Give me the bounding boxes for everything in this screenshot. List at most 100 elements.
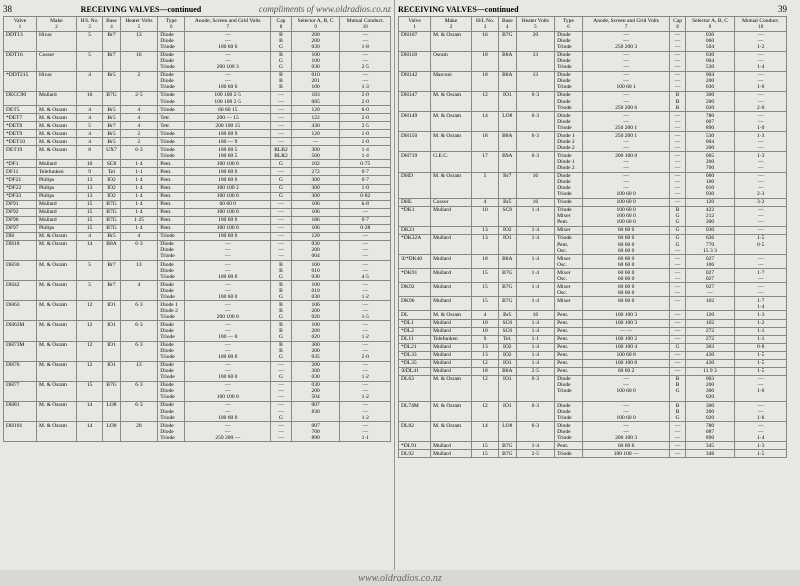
table-cell: DH42 — [4, 281, 37, 301]
table-cell: 120 — [685, 311, 735, 319]
table-cell: 4 — [120, 122, 158, 130]
table-cell: Diode Diode Triode — [158, 321, 185, 341]
right-page: RECEIVING VALVES—continued 39 Valve1 Mak… — [395, 0, 790, 570]
table-cell: 14 — [76, 401, 102, 421]
table-cell: 13 — [472, 234, 499, 254]
table-cell: 272 — [685, 327, 735, 335]
table-cell: 186 — [291, 216, 340, 224]
table-cell: — — 100 60 0 — [185, 281, 271, 301]
table-cell: — — 250 200 — — [185, 422, 271, 442]
table-cell: 1·4 — [516, 327, 555, 335]
table-cell: 6·3 — [516, 422, 555, 442]
table-cell: 102 — [291, 160, 340, 168]
table-cell: B B B — [670, 91, 685, 111]
table-cell: Triode — [158, 106, 185, 114]
table-cell: Pent. — [158, 184, 185, 192]
table-cell: DL — [399, 311, 431, 319]
table-cell: DH76 — [4, 361, 37, 381]
table-cell: 4 — [120, 232, 158, 240]
table-cell: Pent. — [158, 208, 185, 216]
table-cell: 1·4 — [516, 319, 555, 327]
table-cell: 4 — [472, 198, 499, 206]
col-heater: Heater Volts5 — [120, 17, 158, 32]
table-cell: Mullard — [431, 319, 472, 327]
table-cell: 100 60 9 — [185, 130, 271, 138]
table-cell: DET5 — [4, 106, 37, 114]
table-cell: 0·7 — [340, 216, 391, 224]
table-cell: LO8 — [103, 401, 120, 421]
table-cell: 5 — [76, 31, 102, 51]
table-cell: DL74M — [399, 402, 431, 422]
table-cell: B B G — [271, 341, 292, 361]
table-cell: Pent. — [555, 327, 583, 335]
table-cell: B7G — [499, 442, 517, 450]
table-cell: 100 60 0 — [185, 216, 271, 224]
table-cell: DH81 — [4, 401, 37, 421]
table-cell: B B G — [670, 402, 685, 422]
table-cell: Triode — [555, 198, 583, 206]
table-cell: 6·3 — [120, 240, 158, 260]
table-cell: — — G — [271, 401, 292, 421]
table-cell: 120 — [291, 130, 340, 138]
table-cell: — — [271, 114, 292, 122]
table-cell: 272 — [685, 335, 735, 343]
table-row: DK2113IO21·4Mixer60 60 0G030— — [399, 226, 787, 234]
table-cell: 106 — [291, 200, 340, 208]
table-cell: DL63 — [399, 375, 431, 401]
col-cap: Cap8 — [271, 17, 292, 32]
table-cell: Philips — [36, 192, 76, 200]
right-page-number: 39 — [767, 4, 787, 14]
table-cell: 60 60 0 — [185, 200, 271, 208]
table-cell: Diode 1 Diode 2 Diode 2 — [555, 132, 583, 152]
table-cell: — — — 100 60 0 — [582, 172, 670, 198]
table-cell: — — — — [670, 51, 685, 71]
table-cell: 3·2 — [735, 198, 787, 206]
table-cell: B8A — [499, 51, 517, 71]
table-cell: Mullard — [36, 91, 76, 105]
table-cell: IO1 — [103, 301, 120, 321]
table-cell: B B G — [670, 375, 685, 401]
table-cell: 200 200 030 — [291, 31, 340, 51]
table-cell: 1·0 — [340, 130, 391, 138]
table-cell: Pent. — [555, 359, 583, 367]
table-cell: — — 1·4 — [735, 51, 787, 71]
table-cell: 1·5 — [735, 359, 787, 367]
table-cell: DH147 — [399, 91, 431, 111]
table-cell: M. & Osram — [36, 138, 76, 146]
table-cell: 200 — 15 — [185, 114, 271, 122]
table-cell: 100 010 030 — [291, 281, 340, 301]
table-header: Valve1 Make2 H/L No.3 Base4 Heater Volts… — [4, 17, 391, 32]
table-cell: Mullard — [36, 216, 76, 224]
table-cell: SC8 — [103, 160, 120, 168]
table-cell: 1·5 — [735, 351, 787, 359]
table-cell: — — 200 100 0 — [185, 301, 271, 321]
table-cell: Diode Diode Triode — [158, 240, 185, 260]
table-cell: — — [291, 138, 340, 146]
table-cell: 1·4 — [516, 442, 555, 450]
table-cell: 12 — [472, 375, 499, 401]
table-row: DH63MM. & Osram12IO16·3Diode Diode Triod… — [4, 321, 391, 341]
table-cell: 15 — [76, 381, 102, 401]
table-cell: 16 — [516, 172, 555, 198]
table-cell: Mixer Osc. — [555, 255, 583, 269]
table-cell: DH719 — [399, 152, 431, 172]
table-cell: 1·4 — [120, 208, 158, 216]
table-cell: — — [271, 208, 292, 216]
table-cell: 106 200 020 — [291, 301, 340, 321]
table-cell: 2·0 — [340, 114, 391, 122]
table-cell: *DL35 — [399, 359, 431, 367]
table-cell: 1·3 — [735, 442, 787, 450]
table-cell: DHD — [399, 172, 431, 198]
table-cell: 1·7 1·4 — [735, 297, 787, 311]
col-hl: H/L No.3 — [76, 17, 102, 32]
table-cell — [431, 226, 472, 234]
table-cell: IO1 — [499, 375, 517, 401]
table-cell: Pent. — [555, 442, 583, 450]
table-cell: 6·3 — [516, 132, 555, 152]
table-cell: DL92 — [399, 450, 431, 458]
table-cell: *DF22 — [4, 184, 37, 192]
table-cell: 1·7 — — [735, 269, 787, 283]
table-cell: — — [735, 226, 787, 234]
table-cell: B B G — [271, 301, 292, 321]
table-cell: Pent. — [555, 351, 583, 359]
